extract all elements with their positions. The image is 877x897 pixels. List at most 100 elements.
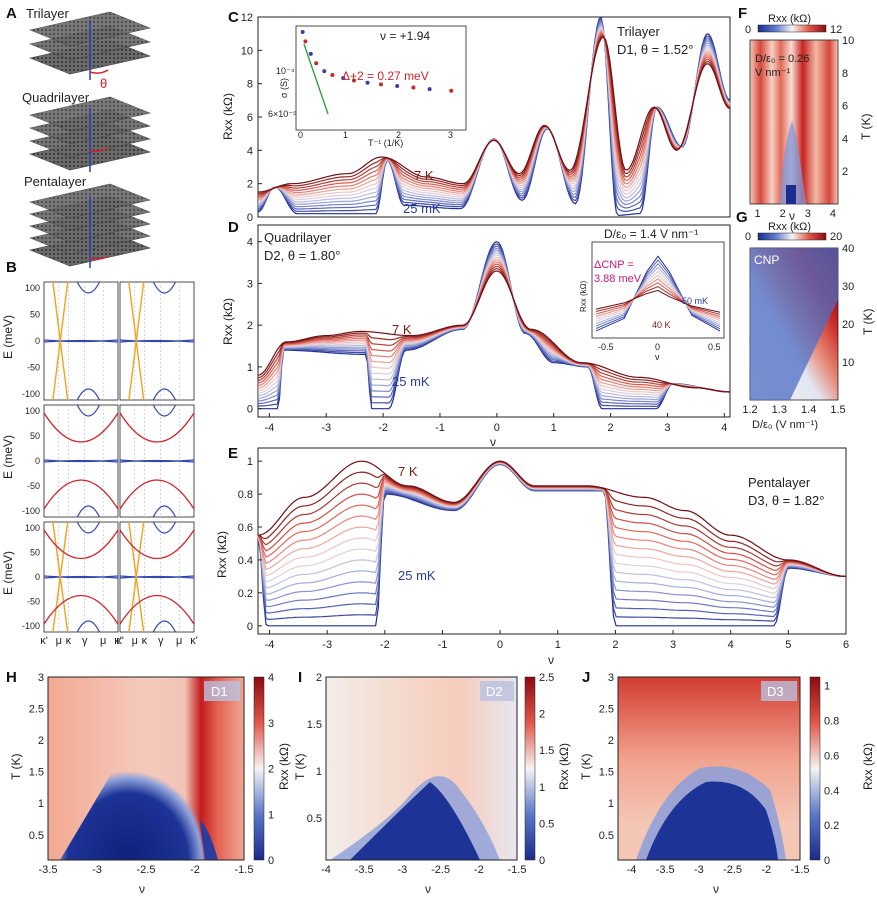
- panel-label-a: A: [6, 5, 17, 22]
- band-ytick-1-5: -100: [22, 389, 40, 399]
- e-ytick-label-5: 0.8: [238, 489, 253, 501]
- j-ytick-6: 3: [608, 672, 614, 684]
- ylabel-j: T (K): [579, 754, 593, 780]
- inset-filling-c: ν = +1.94: [380, 29, 430, 43]
- e-xtick-label-10: 5: [785, 639, 791, 651]
- axis-ticks-d: 0 1 2 3 4 -4 -3 -2 -1 0 1 2 3 4: [247, 237, 728, 434]
- flat-band-1-2-a: [119, 339, 195, 343]
- d-curve-12: [257, 265, 731, 393]
- j-cbar-tick-5: 0.8: [824, 716, 839, 728]
- h-cbar-tick-4: 3: [268, 718, 274, 730]
- inset-c-point-11: [395, 84, 400, 88]
- kpath-label-2-4: γ: [158, 635, 164, 647]
- e-xtick-label-9: 4: [728, 639, 734, 651]
- red-band-2-1-a: [43, 412, 119, 443]
- dirac-line-1-1-b: [52, 281, 69, 401]
- c-ytick-label-7: 12: [241, 12, 253, 24]
- rxx-curves-d: [257, 241, 731, 410]
- h-ytick-1: 0.5: [29, 830, 44, 842]
- inset-d-curve-8: [595, 282, 721, 317]
- inset-c-point-12: [411, 85, 416, 90]
- inset-c-fit-line: [303, 43, 329, 115]
- label-25mk-c: 25 mK: [403, 201, 441, 216]
- h-xtick-5: -1.5: [235, 864, 254, 876]
- kpath-label-1-6: κ': [114, 635, 122, 647]
- g-ytick-3: 30: [842, 281, 854, 293]
- j-xtick-4: -2.5: [723, 864, 742, 876]
- xlabel-g: D/ε₀ (V nm⁻¹): [752, 419, 818, 431]
- remote-band-bot-3-2: [152, 620, 177, 633]
- axis-ticks-e: 0 0.2 0.4 0.6 0.8 1 -4 -3 -2 -1 0 1 2 3 4 5 6: [238, 456, 849, 651]
- inset-xtick-d-2: 0: [655, 342, 660, 352]
- i-cbar-tick-4: 1.5: [539, 745, 554, 757]
- inset-40k-d: 40 K: [652, 320, 671, 330]
- d-curve-14: [257, 270, 731, 393]
- plot-frame-d: [257, 224, 731, 418]
- h-ytick-2: 1: [38, 798, 44, 810]
- label-7k-c: 7 K: [414, 168, 434, 183]
- label-25mk-d: 25 mK: [392, 374, 430, 389]
- j-cbar-tick-3: 0.4: [824, 785, 839, 797]
- xlabel-h: ν: [139, 882, 145, 896]
- e-xtick-label-5: 0: [497, 639, 503, 651]
- inset-field-d: D/ε₀ = 1.4 V nm⁻¹: [604, 227, 698, 241]
- c-curve-14: [257, 36, 731, 193]
- flat-band-3-1-a: [43, 575, 119, 579]
- h-ytick-3: 1.5: [29, 767, 44, 779]
- title-e-line2: D3, θ = 1.82°: [748, 493, 824, 508]
- d-xtick-label-3: -2: [378, 422, 388, 434]
- c-ytick-label-6: 10: [241, 45, 253, 57]
- colorbar-f: [757, 24, 827, 33]
- f-xtick-3: 3: [805, 208, 811, 220]
- i-xtick-4: -2.5: [431, 864, 450, 876]
- d-ytick-label-3: 2: [247, 320, 253, 332]
- xlabel-e: ν: [548, 653, 554, 667]
- i-ytick-1: 0.5: [307, 813, 322, 825]
- rxx-curves-e: [257, 460, 847, 627]
- e-ytick-label-1: 0: [247, 621, 253, 633]
- h-ytick-5: 2.5: [29, 704, 44, 716]
- title-e-line1: Pentalayer: [748, 475, 811, 490]
- band-structure-plots: 100 50 0 -50 -100 E (meV) 100 50 0 -50 -100 E (meV)…: [1, 281, 198, 647]
- inset-d-curve-2: [595, 259, 721, 330]
- label-7k-e: 7 K: [398, 464, 418, 479]
- inset-ytick-c-1: 10⁻⁴: [276, 66, 295, 76]
- tag-j: D3: [767, 684, 784, 699]
- quadrilayer-label: Quadrilayer: [22, 90, 90, 105]
- kpath-label-2-2: μ: [132, 635, 138, 647]
- panel-e: E 0 0.2 0.4 0.6 0.8 1 -4 -3 -2 -1 0 1 2 3 4 5 6 Rxx (kΩ)…: [215, 445, 849, 667]
- band-ytick-1-4: -50: [27, 363, 40, 373]
- heatmap-j-dome: [646, 781, 778, 860]
- c-ytick-label-4: 6: [247, 112, 253, 124]
- kpath-label-1-4: γ: [82, 635, 88, 647]
- kpath-label-2-5: μ: [176, 635, 182, 647]
- panel-b: B 100 50 0 -50 -100 E (meV) 100 50 0 -50 -100 E (me…: [1, 259, 198, 647]
- inset-gap-d-1: ΔCNP =: [594, 259, 634, 271]
- kpath-label-1-1: κ': [40, 635, 48, 647]
- d-xtick-label-5: 0: [494, 422, 500, 434]
- panel-label-i: I: [298, 669, 302, 686]
- e-ytick-label-6: 1: [247, 456, 253, 468]
- e-ytick-label-2: 0.2: [238, 588, 253, 600]
- d-ytick-label-1: 0: [247, 404, 253, 416]
- field-unit-f: V nm⁻¹: [755, 67, 790, 79]
- xlabel-d: ν: [490, 435, 496, 449]
- inset-c-point-2: [303, 39, 308, 44]
- d-curve-9: [257, 259, 731, 393]
- d-xtick-label-2: -3: [321, 422, 331, 434]
- j-xtick-3: -3: [694, 864, 704, 876]
- dirac-line-3-2-b: [128, 521, 145, 633]
- ylabel-g: T (K): [861, 309, 875, 335]
- tag-i: D2: [486, 684, 503, 699]
- d-xtick-label-7: 2: [608, 422, 614, 434]
- f-xtick-2: 2: [780, 208, 786, 220]
- cbar-label-j: Rxx (kΩ): [861, 743, 875, 790]
- g-ytick-1: 10: [842, 357, 854, 369]
- d-curve-10: [257, 261, 731, 393]
- d-xtick-label-8: 3: [664, 422, 670, 434]
- d-curve-1: [258, 241, 731, 410]
- band-ytick-3-3: 0: [35, 572, 40, 582]
- remote-band-top-3-2: [152, 521, 177, 534]
- j-xtick-2: -3.5: [656, 864, 675, 876]
- j-ytick-2: 1: [608, 798, 614, 810]
